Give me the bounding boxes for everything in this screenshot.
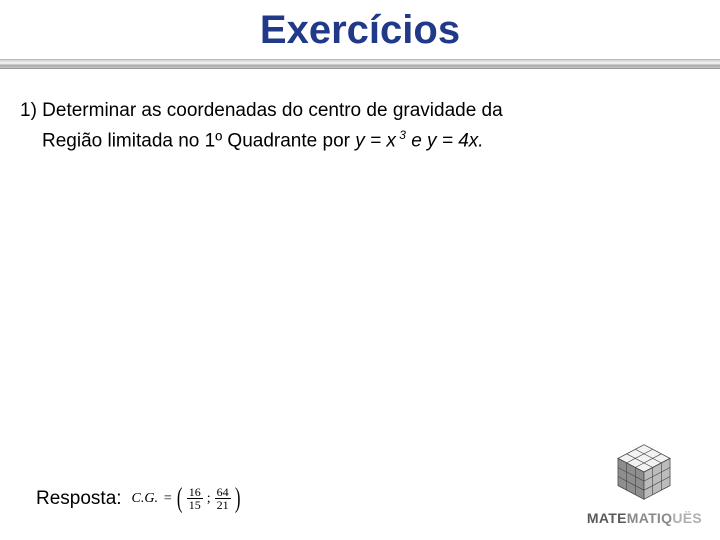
answer-formula: C.G. = ( 16 15 ; 64 21 ) [132, 486, 242, 512]
answer-row: Resposta: C.G. = ( 16 15 ; 64 21 ) [36, 486, 242, 512]
problem-text: 1) Determinar as coordenadas do centro d… [0, 69, 720, 155]
cg-label: C.G. [132, 491, 158, 507]
eq1-lhs: y [355, 130, 365, 151]
answer-label: Resposta: [36, 488, 122, 510]
eq2-rhs: 4x. [458, 130, 483, 151]
page-title: Exercícios [0, 0, 720, 59]
conj: e [406, 130, 427, 151]
problem-line2-prefix: Região limitada no 1º Quadrante por [42, 130, 355, 151]
eq2-lhs: y [427, 130, 437, 151]
fraction-1: 16 15 [187, 486, 203, 512]
title-underline [0, 59, 720, 69]
problem-line-2: Região limitada no 1º Quadrante por y = … [42, 126, 700, 156]
brand-part-1: MATE [587, 510, 627, 526]
equals-sign: = [163, 491, 172, 507]
frac1-den: 15 [187, 499, 203, 512]
brand-part-2: MATIQ [627, 510, 673, 526]
brand-part-3: UËS [672, 510, 702, 526]
open-paren: ( [177, 488, 183, 510]
frac1-num: 16 [187, 486, 203, 500]
frac2-num: 64 [215, 486, 231, 500]
eq2-eq: = [437, 130, 459, 151]
fraction-2: 64 21 [215, 486, 231, 512]
eq1-rhs-exp: 3 [396, 128, 406, 142]
cube-icon [613, 441, 675, 503]
close-paren: ) [235, 488, 241, 510]
brand-text: MATEMATIQUËS [587, 510, 702, 526]
separator: ; [207, 491, 211, 507]
brand-logo: MATEMATIQUËS [587, 441, 702, 526]
eq1-eq: = [365, 130, 387, 151]
problem-line-1: 1) Determinar as coordenadas do centro d… [20, 97, 700, 126]
frac2-den: 21 [215, 499, 231, 512]
eq1-rhs-base: x [386, 130, 396, 151]
